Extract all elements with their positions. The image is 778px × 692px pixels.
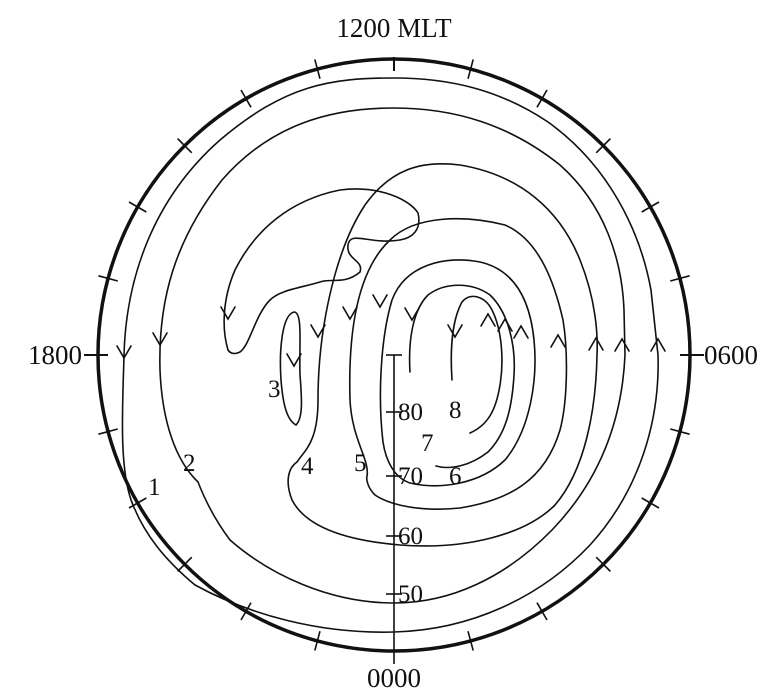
contour-7: [408, 284, 516, 469]
arrow-up: [497, 317, 513, 332]
lat-80-label: 80: [398, 399, 423, 426]
midnight-label: 0000: [367, 663, 421, 692]
contour-3b: [223, 188, 420, 355]
arrow-up: [650, 337, 666, 352]
hour-tick: [177, 138, 193, 154]
hour-tick: [536, 89, 548, 108]
lat-60-label: 60: [398, 523, 423, 550]
contour-label-5: 5: [354, 450, 367, 477]
hour-tick: [595, 138, 611, 154]
hour-tick: [314, 631, 321, 651]
lat-50-label: 50: [398, 581, 423, 608]
arrow-down: [152, 332, 168, 347]
hour-tick: [536, 602, 548, 621]
contour-label-7: 7: [421, 430, 434, 457]
arrow-down: [116, 345, 132, 360]
hour-tick: [128, 497, 147, 509]
contour-3: [279, 311, 303, 426]
contour-label-3: 3: [268, 376, 281, 403]
hour-tick: [641, 497, 660, 509]
contour-5: [348, 217, 568, 510]
hour-tick: [641, 201, 660, 213]
contour-label-4: 4: [301, 453, 314, 480]
hour-tick: [98, 428, 118, 435]
hour-tick: [240, 602, 252, 621]
contour-1: [121, 77, 659, 633]
arrow-down: [286, 353, 302, 368]
arrow-up: [614, 337, 630, 352]
contour-2: [159, 107, 626, 604]
hour-ticks: [98, 59, 690, 651]
hour-tick: [595, 556, 611, 572]
arrow-down: [404, 307, 420, 322]
hour-tick: [314, 59, 321, 79]
hour-tick: [670, 275, 690, 282]
hour-tick: [467, 631, 474, 651]
contour-label-2: 2: [183, 450, 196, 477]
contour-label-8: 8: [449, 397, 462, 424]
flow-arrows: [116, 294, 666, 368]
dawn-label: 0600: [704, 340, 758, 370]
arrow-down: [220, 306, 236, 321]
arrow-up: [480, 312, 496, 327]
contour-6: [379, 259, 536, 487]
hour-tick: [240, 89, 252, 108]
arrow-down: [342, 306, 358, 321]
hour-tick: [98, 275, 118, 282]
contour-label-1: 1: [148, 474, 161, 501]
arrow-down: [447, 324, 463, 339]
arrow-up: [550, 333, 566, 348]
dusk-label: 1800: [28, 340, 82, 370]
noon-label: 1200 MLT: [336, 13, 452, 43]
hour-tick: [670, 428, 690, 435]
hour-tick: [467, 59, 474, 79]
contour-8: [450, 295, 503, 434]
arrow-down: [310, 324, 326, 339]
hour-tick: [128, 201, 147, 213]
arrow-down: [372, 294, 388, 309]
contour-label-6: 6: [449, 463, 462, 490]
hour-tick: [177, 556, 193, 572]
lat-70-label: 70: [398, 463, 423, 490]
arrow-up: [588, 336, 604, 351]
arrow-up: [513, 324, 529, 339]
contour-4: [287, 163, 598, 547]
